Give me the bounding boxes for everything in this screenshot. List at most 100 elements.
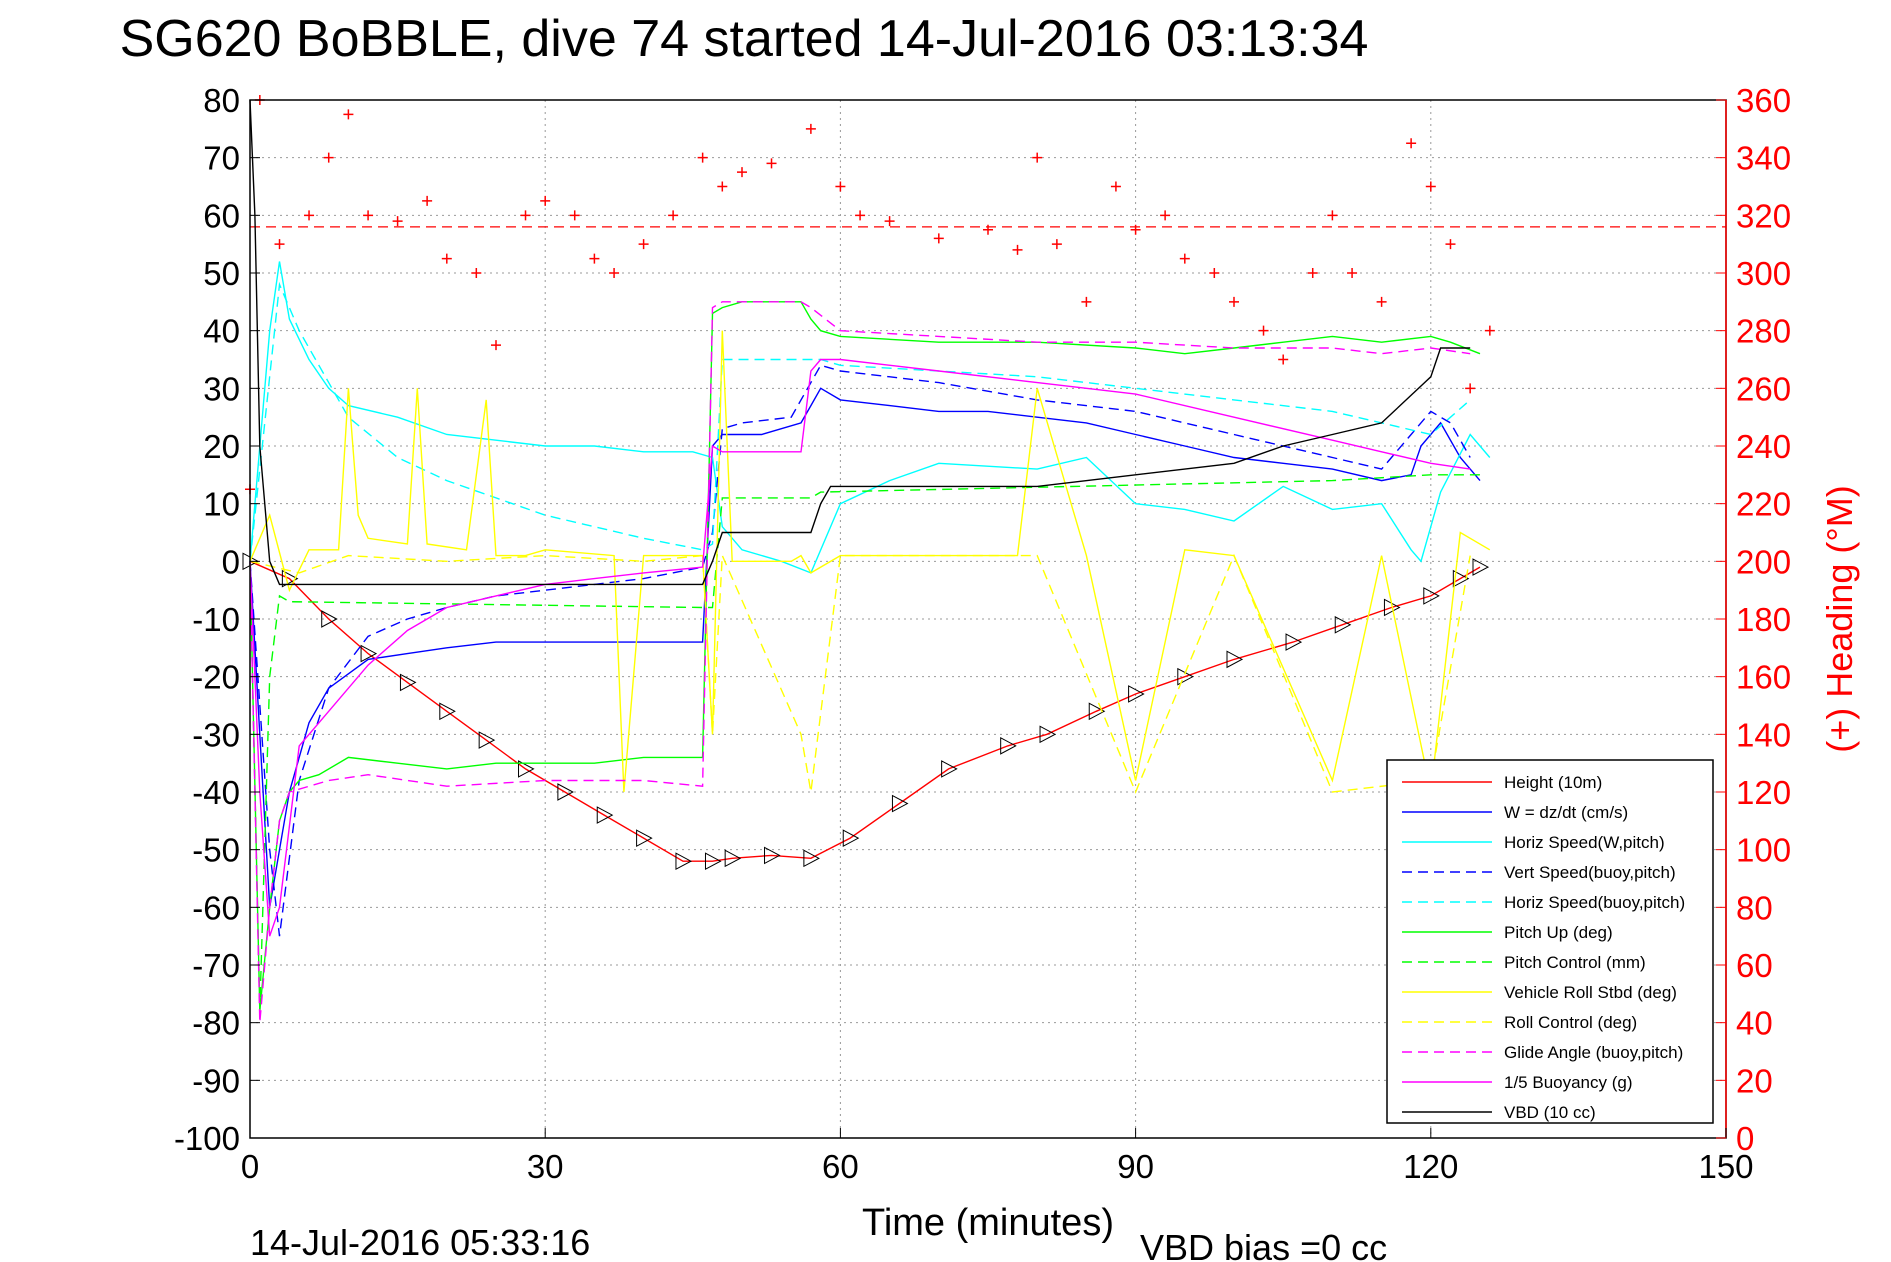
right-tick-label: 240 [1736, 428, 1791, 465]
x-tick-label: 0 [241, 1148, 259, 1185]
x-tick-label: 150 [1698, 1148, 1753, 1185]
right-tick-label: 20 [1736, 1062, 1773, 1099]
y-tick-label: -30 [192, 716, 240, 753]
height-marker [399, 673, 417, 692]
legend-entry: Horiz Speed(W,pitch) [1504, 833, 1665, 852]
y-tick-label: -70 [192, 947, 240, 984]
right-tick-label: 200 [1736, 543, 1791, 580]
heading-point [1465, 383, 1476, 394]
series-line [249, 301, 1481, 1012]
heading-point [697, 152, 708, 163]
heading-point [1376, 296, 1387, 307]
height-marker [704, 852, 722, 871]
y-tick-label: -50 [192, 832, 240, 869]
right-tick-label: 360 [1736, 82, 1791, 119]
y-tick-label: -100 [174, 1120, 240, 1157]
series-3 [249, 364, 1471, 937]
right-tick-label: 60 [1736, 947, 1773, 984]
height-marker [1128, 685, 1145, 703]
legend-entry: Horiz Speed(buoy,pitch) [1504, 893, 1685, 912]
height-marker [360, 644, 378, 663]
y-tick-label: 80 [203, 82, 240, 119]
heading-point [520, 210, 531, 221]
legend-entry: Pitch Up (deg) [1504, 923, 1613, 942]
series-0 [242, 552, 1490, 871]
heading-point [392, 216, 403, 227]
heading-point [609, 268, 620, 278]
legend-entry: W = dz/dt (cm/s) [1504, 803, 1628, 822]
height-marker [557, 783, 574, 801]
heading-point [323, 152, 334, 163]
heading-point [1278, 354, 1289, 365]
heading-point [441, 253, 452, 264]
series-8 [249, 553, 1471, 794]
heading-point [1081, 296, 1092, 307]
height-marker [439, 702, 456, 721]
height-marker [764, 846, 781, 865]
right-tick-label: 100 [1736, 832, 1791, 869]
heading-point [1032, 152, 1043, 163]
x-tick-label: 90 [1117, 1148, 1154, 1185]
height-marker [1088, 702, 1106, 721]
right-tick-label: 0 [1736, 1120, 1754, 1157]
heading-point [1327, 210, 1338, 221]
legend-entry: Vert Speed(buoy,pitch) [1504, 863, 1676, 882]
y-tick-label: 0 [222, 543, 240, 580]
legend: Height (10m) W = dz/dt (cm/s) Horiz Speed(… [1386, 759, 1714, 1124]
height-marker [478, 731, 496, 749]
height-marker [724, 849, 742, 868]
heading-point [1229, 296, 1239, 307]
series-12 [245, 95, 1495, 495]
heading-point [540, 195, 551, 206]
right-tick-label: 40 [1736, 1005, 1773, 1042]
y-tick-label: -80 [192, 1005, 240, 1042]
heading-point [1406, 138, 1417, 149]
height-marker [1000, 737, 1017, 755]
heading-point [1258, 325, 1269, 336]
series-4 [249, 281, 1471, 562]
height-marker [675, 852, 693, 871]
heading-point [1179, 253, 1190, 264]
heading-point [1209, 268, 1220, 278]
legend-entry: Roll Control (deg) [1504, 1013, 1637, 1032]
height-marker [281, 569, 299, 588]
vbd-bias-footer: VBD bias =0 cc [1140, 1227, 1387, 1262]
legend-entry: Vehicle Roll Stbd (deg) [1504, 983, 1677, 1002]
timestamp-footer: 14-Jul-2016 05:33:16 [250, 1222, 590, 1262]
right-axis-label: (+) Heading (°M) [1819, 485, 1860, 752]
series-6 [249, 474, 1480, 1012]
heading-point [363, 210, 374, 221]
series-9 [249, 301, 1471, 1023]
x-tick-label: 60 [822, 1148, 859, 1185]
heading-point [343, 109, 354, 120]
heading-point [491, 340, 501, 351]
height-marker [321, 610, 338, 628]
heading-point [569, 210, 580, 221]
height-marker [941, 760, 958, 778]
right-tick-label: 280 [1736, 313, 1791, 350]
chart-title: SG620 BoBBLE, dive 74 started 14-Jul-201… [120, 10, 1369, 68]
right-tick-label: 220 [1736, 486, 1791, 523]
heading-point [766, 158, 777, 169]
height-marker [596, 806, 614, 824]
series-10 [249, 358, 1471, 937]
heading-point [835, 181, 846, 192]
height-marker [1423, 587, 1440, 605]
heading-point [933, 233, 944, 244]
heading-point [1307, 268, 1318, 278]
heading-point [805, 123, 816, 134]
y-tick-label: 10 [203, 486, 240, 523]
heading-point [737, 167, 747, 178]
x-axis-ticks: 0 30 60 90 120 150 [241, 1128, 1754, 1185]
right-tick-label: 80 [1736, 889, 1773, 926]
right-tick-label: 140 [1736, 716, 1791, 753]
y-tick-label: 50 [203, 255, 240, 292]
series-line [249, 364, 1471, 937]
series-layer [242, 95, 1726, 1023]
y-tick-label: 30 [203, 370, 240, 407]
height-marker [1472, 558, 1490, 576]
y-tick-label: -20 [192, 659, 240, 696]
legend-entry: Pitch Control (mm) [1504, 953, 1646, 972]
heading-point [1160, 210, 1171, 221]
height-marker [1285, 633, 1303, 651]
